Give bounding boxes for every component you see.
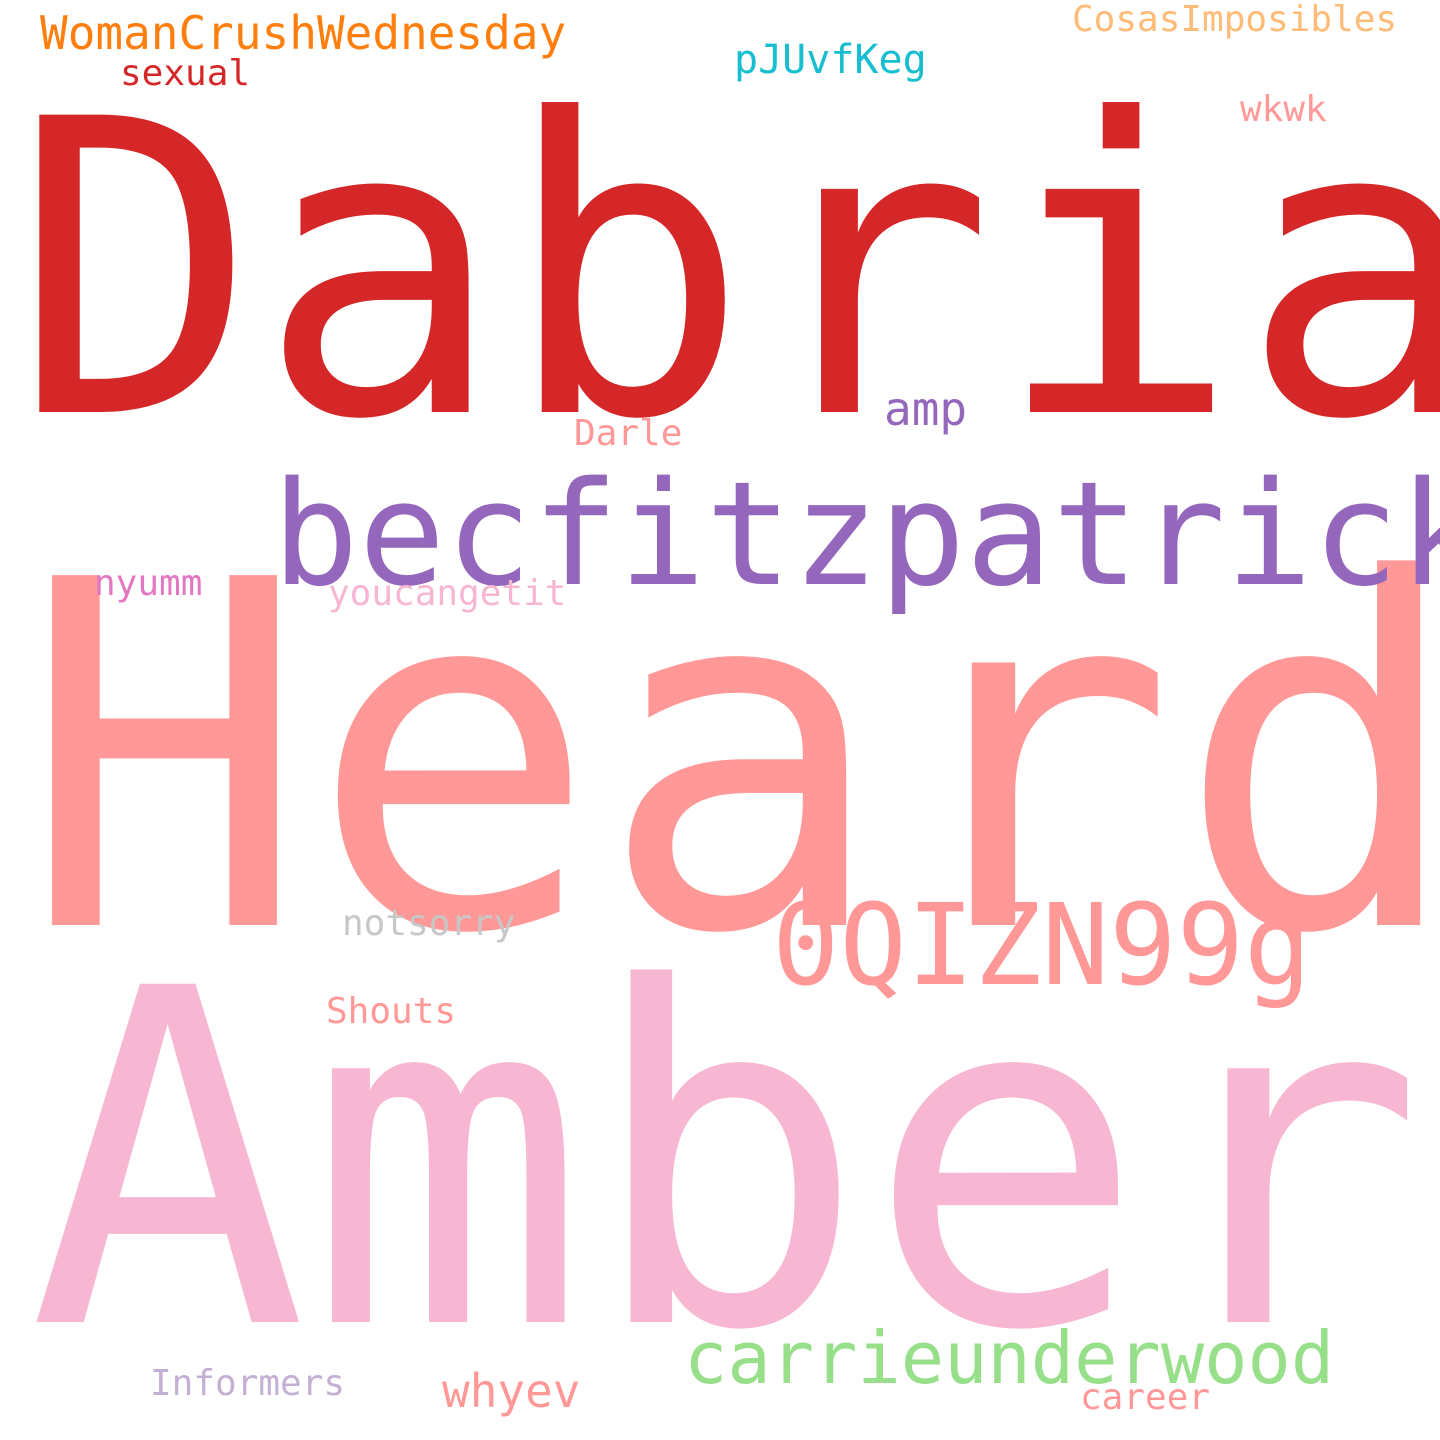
word-dabria: Dabria xyxy=(12,34,1440,509)
word-wkwk: wkwk xyxy=(1240,89,1327,130)
word-cosasimposibles: CosasImposibles xyxy=(1072,0,1398,40)
word-career: career xyxy=(1080,1377,1211,1418)
word-whyev: whyev xyxy=(442,1364,581,1418)
word-carrieunderwood: carrieunderwood xyxy=(684,1316,1335,1400)
word-youcangetit: youcangetit xyxy=(328,573,567,614)
word-amp: amp xyxy=(884,382,968,436)
word-amber: Amber xyxy=(28,892,1425,1432)
word-informers: Informers xyxy=(150,1363,346,1404)
word-darle: Darle xyxy=(574,413,683,454)
word-womancrushwednesday: WomanCrushWednesday xyxy=(40,6,567,60)
word-shouts: Shouts xyxy=(326,991,457,1032)
word-becfitzpatrick: becfitzpatrick xyxy=(272,450,1440,618)
word-0qizn99g: 0QIZN99g xyxy=(772,881,1312,1011)
word-nyumm: nyumm xyxy=(94,563,203,604)
word-sexual: sexual xyxy=(120,53,251,94)
word-heard: Heard xyxy=(20,480,1440,1039)
word-notsorry: notsorry xyxy=(342,903,516,944)
word-pjuvfkeg: pJUvfKeg xyxy=(734,37,927,83)
